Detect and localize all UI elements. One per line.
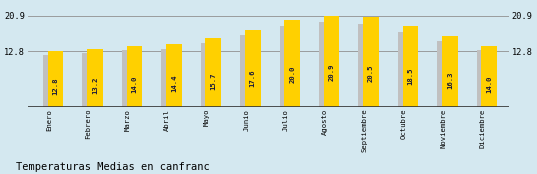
Bar — [245, 30, 260, 107]
Text: 16.3: 16.3 — [447, 71, 453, 89]
Bar — [403, 26, 418, 107]
Text: 20.0: 20.0 — [289, 65, 295, 83]
Text: 13.2: 13.2 — [92, 77, 98, 94]
Text: 18.5: 18.5 — [408, 68, 413, 85]
Bar — [48, 51, 63, 107]
Bar — [43, 55, 54, 107]
Bar — [319, 22, 330, 107]
Bar — [206, 38, 221, 107]
Bar — [82, 53, 93, 107]
Text: 14.0: 14.0 — [132, 75, 137, 93]
Bar — [477, 50, 488, 107]
Text: 20.5: 20.5 — [368, 64, 374, 82]
Bar — [482, 46, 497, 107]
Text: 17.6: 17.6 — [250, 69, 256, 87]
Bar — [240, 35, 251, 107]
Bar — [280, 26, 291, 107]
Text: 15.7: 15.7 — [211, 72, 216, 90]
Bar — [127, 46, 142, 107]
Bar — [161, 49, 172, 107]
Bar — [324, 16, 339, 107]
Bar — [442, 36, 458, 107]
Bar — [201, 43, 212, 107]
Bar — [363, 17, 379, 107]
Bar — [122, 50, 133, 107]
Text: Temperaturas Medias en canfranc: Temperaturas Medias en canfranc — [16, 162, 210, 172]
Bar — [437, 41, 448, 107]
Bar — [87, 49, 103, 107]
Text: 14.4: 14.4 — [171, 74, 177, 92]
Bar — [284, 19, 300, 107]
Text: 12.8: 12.8 — [53, 77, 59, 95]
Bar — [166, 44, 182, 107]
Text: 20.9: 20.9 — [329, 64, 335, 81]
Bar — [398, 32, 409, 107]
Bar — [358, 24, 369, 107]
Text: 14.0: 14.0 — [487, 75, 492, 93]
